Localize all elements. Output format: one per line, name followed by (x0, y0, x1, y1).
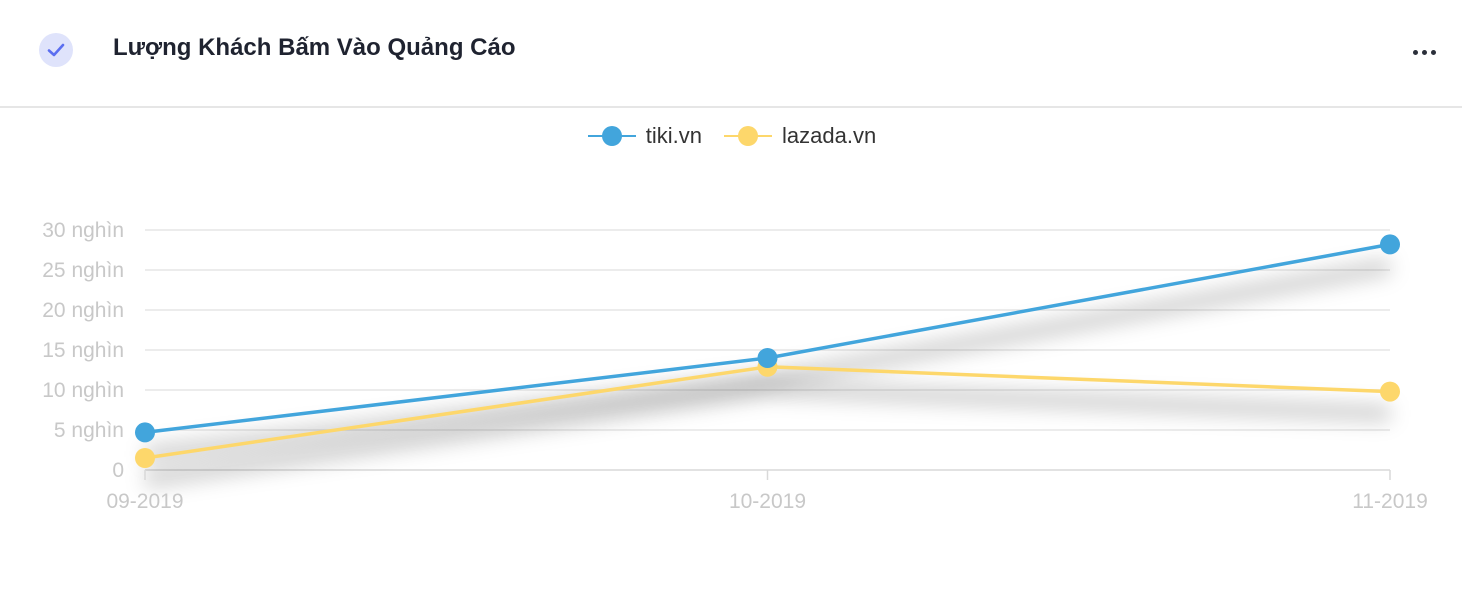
y-tick-label-2: 10 nghìn (42, 379, 124, 402)
check-icon[interactable] (39, 33, 73, 67)
legend-item-lazada[interactable]: lazada.vn (722, 123, 876, 149)
check-icon-glyph (47, 43, 65, 57)
shadow-layer (143, 259, 1392, 487)
x-tick-label-2: 11-2019 (1352, 490, 1428, 513)
series-shadow-0 (144, 259, 1392, 462)
legend-label-lazada: lazada.vn (782, 123, 877, 148)
y-tick-label-6: 30 nghìn (42, 219, 124, 242)
data-point-0-0[interactable] (135, 422, 155, 443)
y-tick-label-3: 15 nghìn (42, 339, 124, 362)
y-tick-label-5: 25 nghìn (42, 259, 124, 282)
card-title: Lượng Khách Bấm Vào Quảng Cáo (113, 34, 516, 61)
y-tick-label-1: 5 nghìn (54, 419, 124, 442)
axis-layer: 0 5 nghìn 10 nghìn 15 nghìn 20 nghìn 25 nghìn… (42, 219, 1428, 513)
data-point-0-2[interactable] (1380, 234, 1400, 255)
series-layer (135, 234, 1400, 468)
y-tick-label-4: 20 nghìn (42, 299, 124, 322)
legend-label-tiki: tiki.vn (645, 123, 703, 148)
y-tick-label-0: 0 (112, 459, 124, 482)
chart-legend: tiki.vn lazada.vn (0, 118, 1462, 154)
legend-marker-tiki (587, 126, 636, 146)
data-point-1-2[interactable] (1380, 381, 1400, 402)
series-shadow-1 (143, 381, 1391, 487)
data-point-1-0[interactable] (135, 448, 155, 468)
card-header: Lượng Khách Bấm Vào Quảng Cáo (0, 0, 1462, 108)
legend-marker-lazada (724, 126, 773, 146)
x-tick-label-1: 10-2019 (729, 490, 806, 513)
data-point-0-1[interactable] (757, 348, 778, 368)
legend-item-tiki[interactable]: tiki.vn (586, 123, 702, 149)
x-tick-label-0: 09-2019 (106, 490, 183, 513)
more-options-icon[interactable] (1400, 36, 1448, 68)
